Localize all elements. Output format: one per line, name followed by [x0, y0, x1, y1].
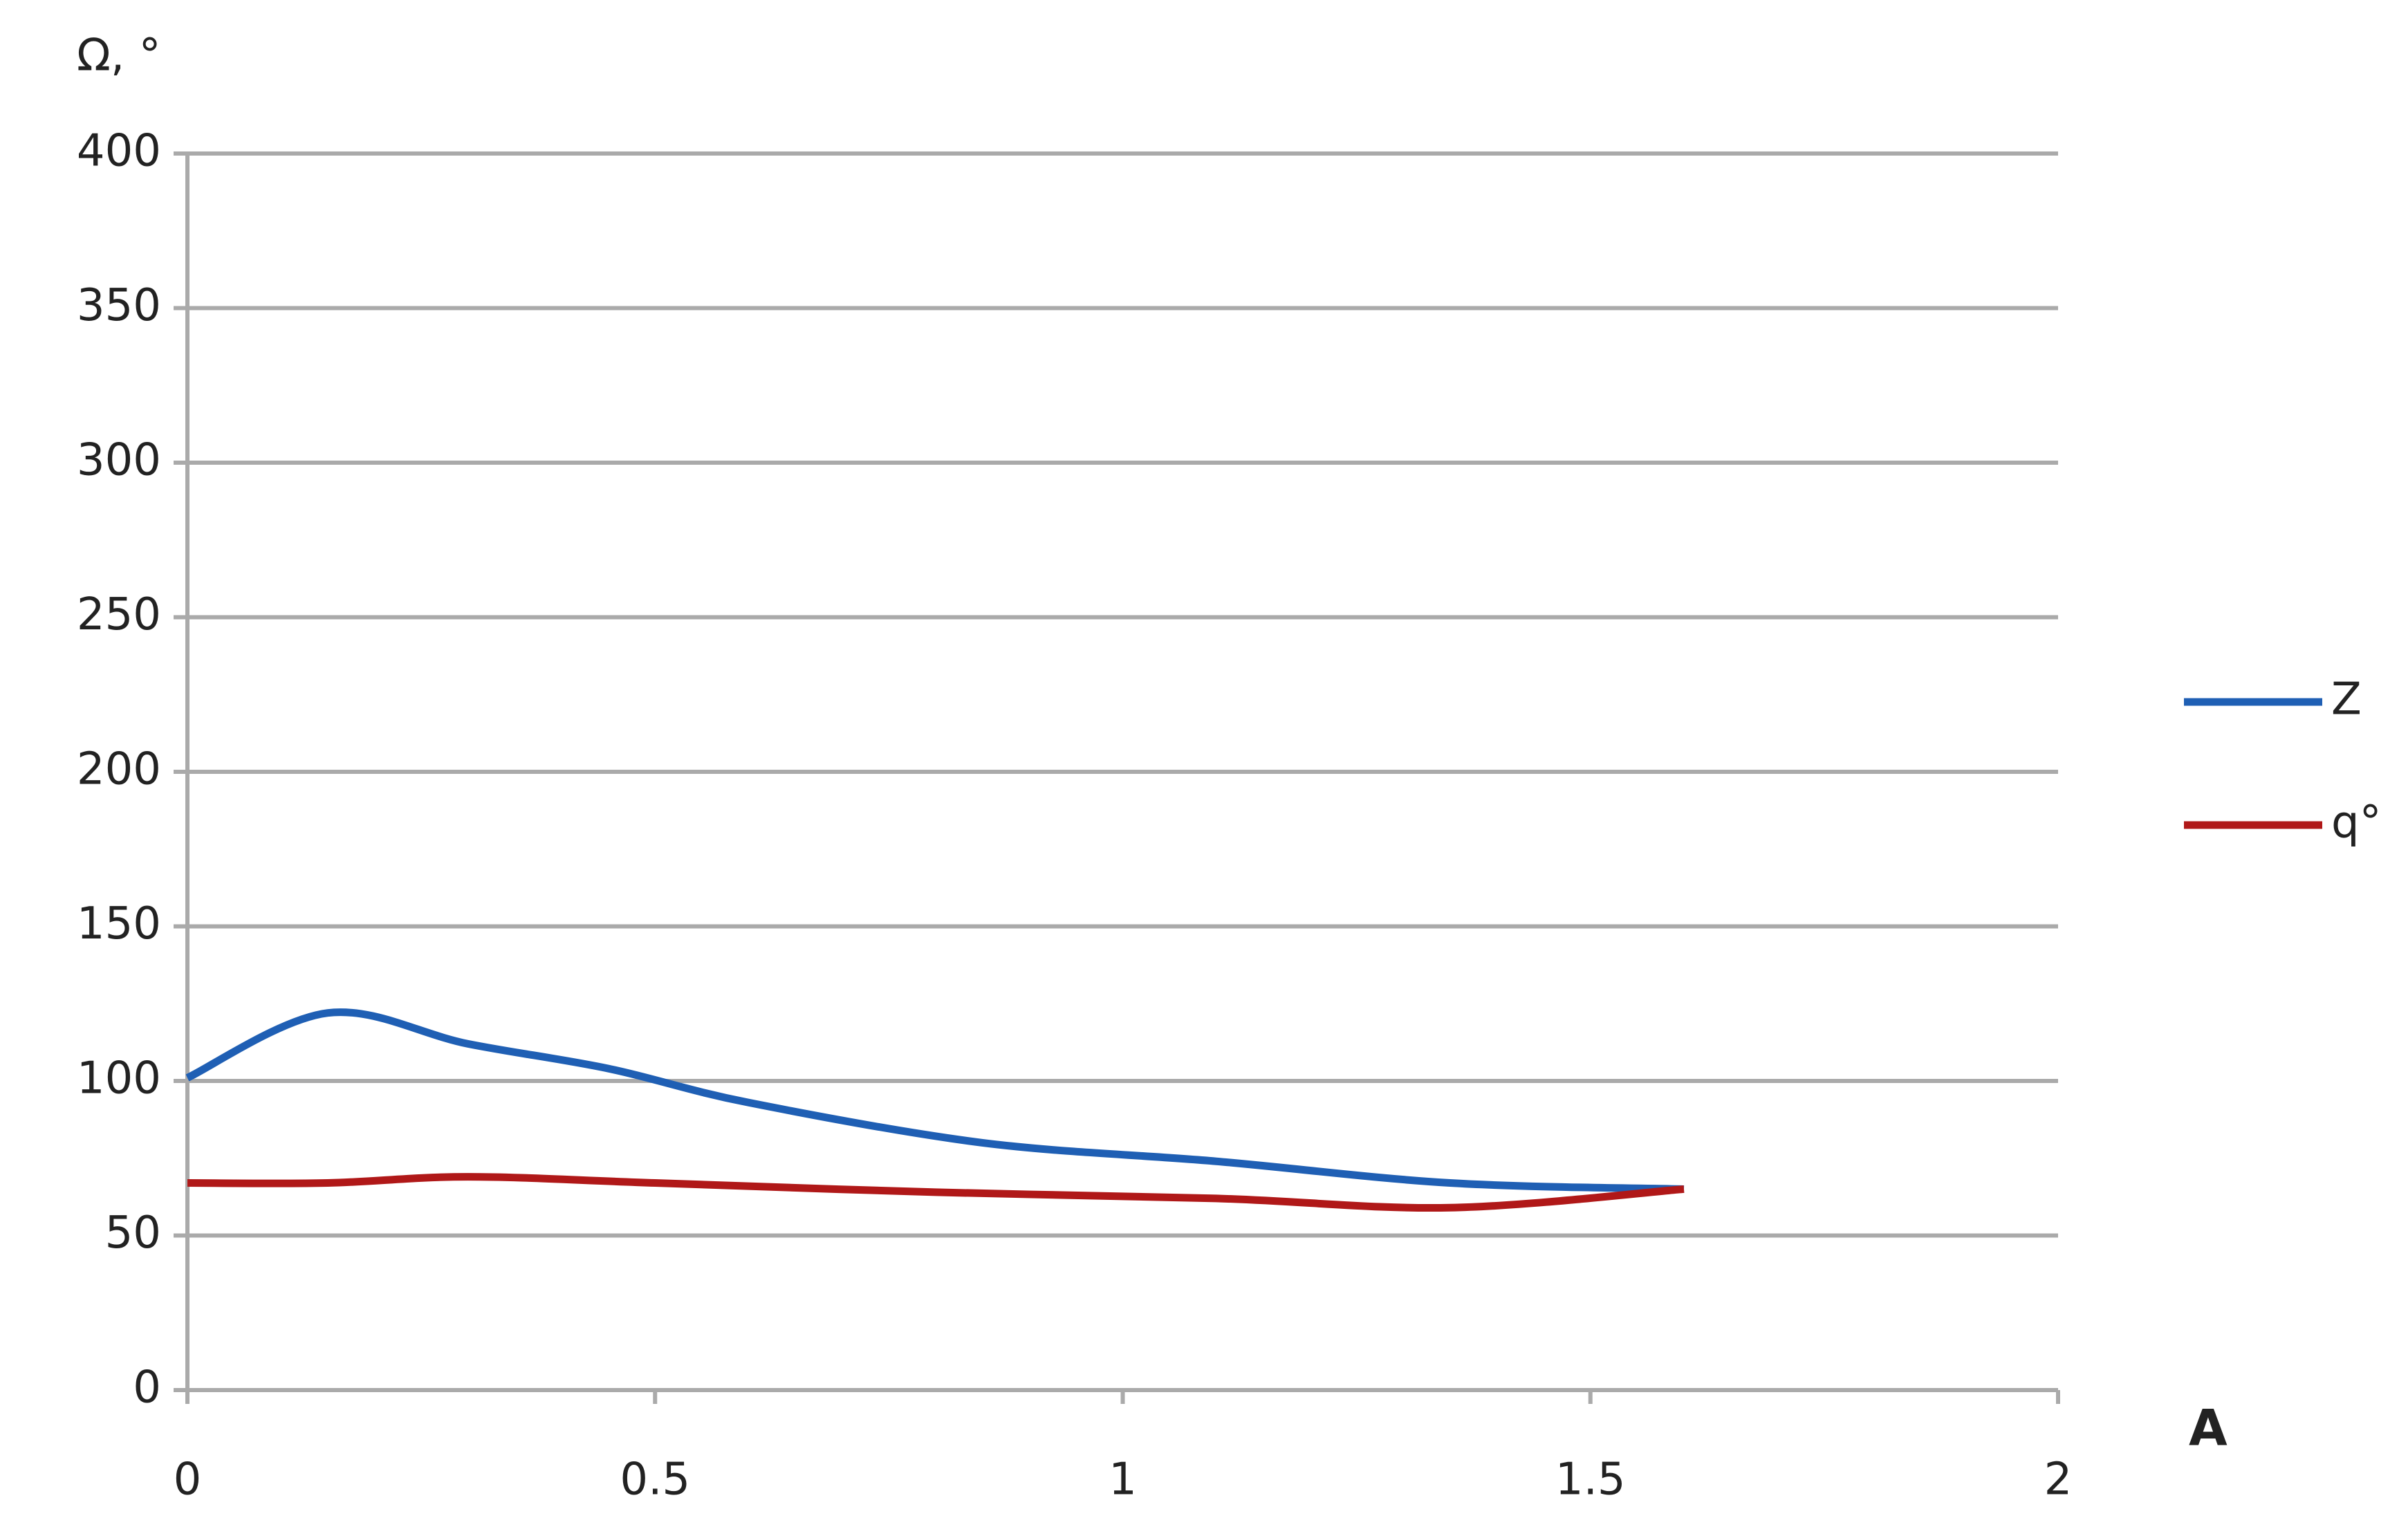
y-tick-label: 400: [77, 126, 161, 177]
y-tick-label: 250: [77, 589, 161, 640]
x-tick-label: 2: [2044, 1454, 2073, 1506]
x-tick-label: 1: [1109, 1454, 1137, 1506]
x-tick-label: 0.5: [620, 1454, 690, 1506]
x-tick-label: 1.5: [1555, 1454, 1626, 1506]
y-tick-label: 200: [77, 744, 161, 795]
y-axis-label: Ω, °: [77, 30, 161, 82]
y-tick-label: 150: [77, 898, 161, 950]
series-line: [187, 1173, 1685, 1212]
x-tick-label: 0: [174, 1454, 202, 1506]
y-tick-label: 50: [105, 1207, 161, 1259]
series-line: [185, 1008, 1685, 1193]
y-tick-label: 350: [77, 280, 161, 331]
legend-label: Z: [2331, 674, 2362, 725]
legend-label: q°: [2331, 797, 2382, 849]
y-tick-label: 0: [133, 1362, 161, 1414]
x-axis-label: A: [2189, 1399, 2228, 1457]
y-tick-label: 100: [77, 1053, 161, 1104]
y-tick-label: 300: [77, 435, 161, 486]
